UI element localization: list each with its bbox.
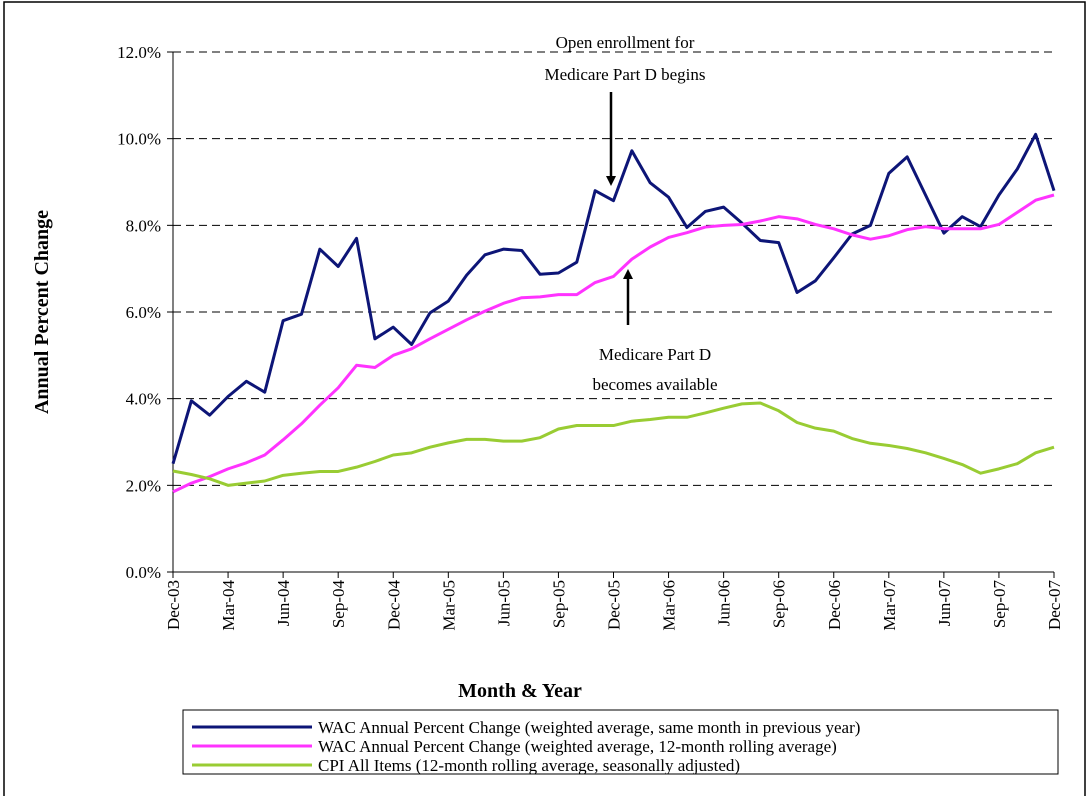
legend-label: WAC Annual Percent Change (weighted aver…	[318, 718, 860, 737]
x-tick-label: Mar-07	[880, 580, 899, 631]
x-tick-label: Mar-06	[660, 580, 679, 631]
x-tick-label: Dec-06	[825, 580, 844, 630]
annotation: Medicare Part D	[599, 345, 711, 364]
x-tick-label: Dec-05	[605, 580, 624, 630]
x-tick-label: Jun-04	[274, 580, 293, 627]
x-tick-label: Dec-04	[384, 580, 403, 631]
x-tick-label: Sep-07	[990, 580, 1009, 629]
y-tick-label: 8.0%	[126, 216, 161, 235]
x-tick-label: Mar-05	[439, 580, 458, 631]
legend-label: CPI All Items (12-month rolling average,…	[318, 756, 740, 775]
y-tick-label: 0.0%	[126, 563, 161, 582]
y-tick-label: 4.0%	[126, 390, 161, 409]
x-tick-label: Dec-07	[1045, 580, 1064, 631]
x-axis-label: Month & Year	[458, 680, 582, 702]
y-tick-label: 10.0%	[117, 130, 161, 149]
legend	[182, 709, 1059, 775]
line	[172, 401, 1055, 487]
legend-label: WAC Annual Percent Change (weighted aver…	[318, 737, 837, 756]
x-tick-label: Jun-07	[935, 580, 954, 627]
annotation: becomes available	[592, 375, 717, 394]
y-tick-label: 6.0%	[126, 303, 161, 322]
y-tick-label: 2.0%	[126, 476, 161, 495]
frame	[3, 1, 1086, 801]
y-tick-label: 12.0%	[117, 43, 161, 62]
x-tick-label: Sep-05	[549, 580, 568, 628]
x-tick-label: Jun-06	[715, 580, 734, 626]
x-tick-label: Sep-06	[770, 580, 789, 628]
line	[171, 132, 1056, 465]
x-tick-label: Sep-04	[329, 580, 348, 629]
x-tick-label: Dec-03	[164, 580, 183, 630]
line	[172, 193, 1055, 494]
y-axis-label: Annual Percent Change	[31, 210, 53, 414]
annotation: Open enrollment for	[556, 33, 695, 52]
x-tick-label: Jun-05	[494, 580, 513, 626]
x-tick-label: Mar-04	[219, 580, 238, 631]
annotation: Medicare Part D begins	[545, 65, 706, 84]
